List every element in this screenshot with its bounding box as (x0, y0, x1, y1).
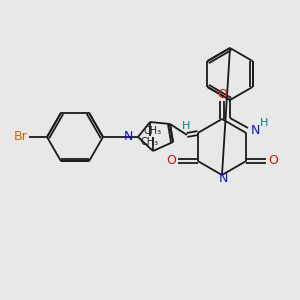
Text: O: O (268, 154, 278, 167)
Text: N: N (124, 130, 133, 143)
Text: CH₃: CH₃ (141, 137, 159, 147)
Text: Br: Br (14, 130, 28, 143)
Text: O: O (217, 88, 227, 100)
Text: CH₃: CH₃ (144, 126, 162, 136)
Text: H: H (260, 118, 269, 128)
Text: H: H (182, 121, 190, 131)
Text: N: N (251, 124, 261, 136)
Text: N: N (218, 172, 228, 184)
Text: O: O (166, 154, 176, 167)
